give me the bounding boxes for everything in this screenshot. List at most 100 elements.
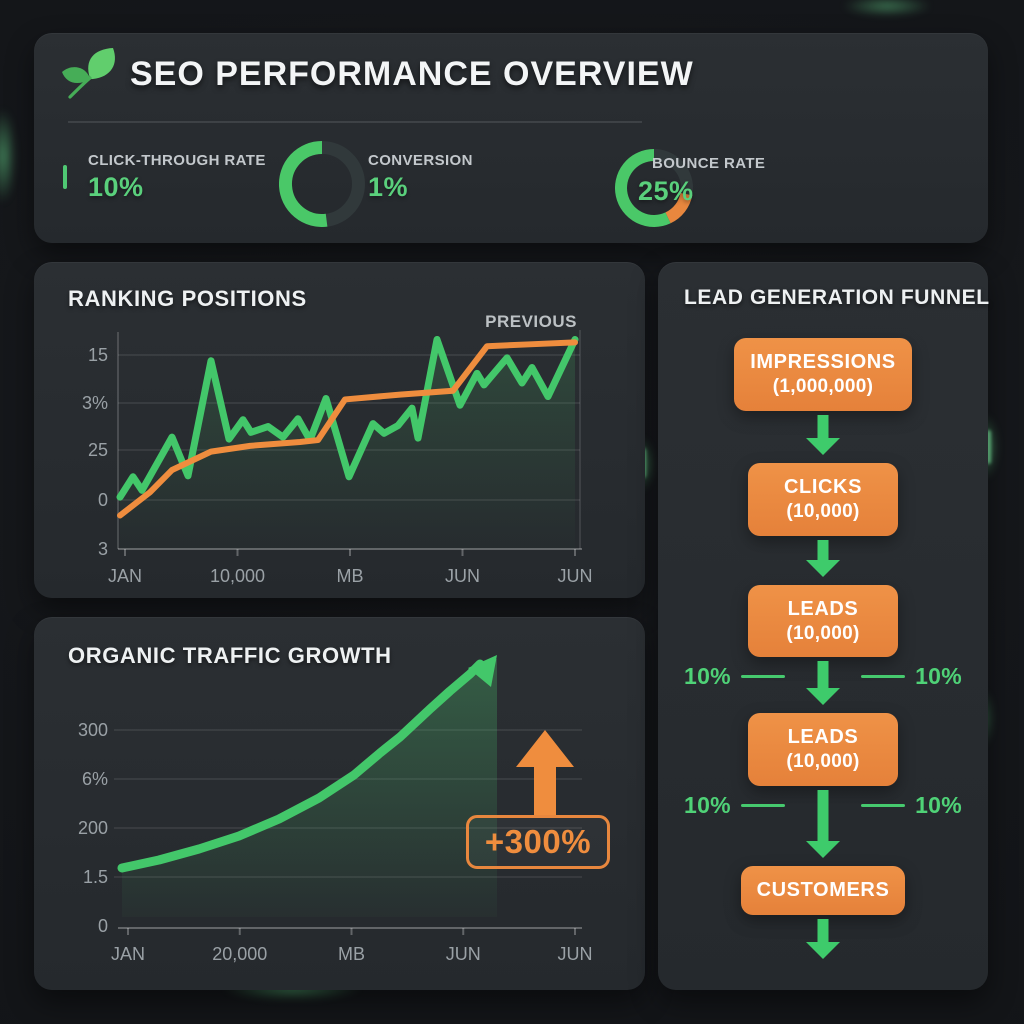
lead-funnel-panel: LEAD GENERATION FUNNEL IMPRESSIONS (1,000…: [658, 262, 990, 990]
down-arrow-shape: [806, 539, 840, 577]
conversion-rate-left: 10%: [684, 663, 785, 690]
down-arrow-icon: [806, 661, 840, 706]
conversion-rate-right: 10%: [861, 663, 962, 690]
conversion-donut-chart: [279, 141, 365, 232]
funnel-stage-label: CLICKS: [783, 475, 863, 498]
funnel-stage-customers: CUSTOMERS: [740, 866, 906, 915]
y-axis-label: 200: [78, 818, 108, 838]
growth-area-fill: [122, 659, 497, 917]
funnel-arrow-row: 10% 10%: [658, 661, 988, 706]
funnel-arrow-row: [658, 539, 988, 577]
panel-title: ORGANIC TRAFFIC GROWTH: [68, 643, 392, 668]
leaf-icon: [56, 45, 124, 118]
rate-dash: [740, 804, 785, 807]
growth-curve-line: [117, 659, 485, 873]
organic-traffic-panel: ORGANIC TRAFFIC GROWTH 300 6% 200 1.5 0 JAN 20…: [34, 617, 645, 990]
funnel-stage-value: (10,000): [786, 622, 860, 644]
y-axis-label: 25: [88, 440, 108, 460]
down-arrow-shape: [806, 790, 840, 858]
header-panel: SEO PERFORMANCE OVERVIEW CLICK-THROUGH R…: [34, 33, 988, 243]
funnel-stage-label: CUSTOMERS: [756, 879, 890, 901]
x-axis-label: JUN: [445, 566, 480, 586]
funnel-stage-clicks: CLICKS (10,000): [748, 462, 898, 536]
y-axis-label: 0: [98, 490, 108, 510]
y-axis-label: 3: [98, 539, 108, 559]
y-axis-label: 6%: [82, 769, 108, 789]
rate-dash: [861, 675, 906, 679]
x-axis-label: JUN: [446, 944, 481, 964]
metric-value: 1%: [368, 172, 409, 202]
metric-label: CLICK-THROUGH RATE: [88, 152, 266, 169]
up-arrow-icon: [516, 730, 574, 821]
funnel-stage-label: LEADS: [787, 726, 859, 749]
x-axis-label: 20,000: [212, 944, 267, 964]
metric-label: CONVERSION: [368, 152, 473, 169]
metric-label: BOUNCE RATE: [652, 155, 766, 172]
metric-value: 25%: [638, 176, 694, 206]
donut-segment: [279, 141, 328, 227]
x-axis-label: MB: [338, 944, 365, 964]
funnel-stage-value: (10,000): [786, 751, 860, 773]
funnel-stage-leads: LEADS (10,000): [748, 584, 898, 658]
conversion-rate-right: 10%: [861, 792, 962, 819]
x-axis-label: JAN: [111, 944, 145, 964]
funnel-title: LEAD GENERATION FUNNEL: [684, 286, 990, 309]
y-axis-label: 15: [88, 345, 108, 365]
funnel-arrow-row: [658, 919, 988, 959]
growth-badge: +300%: [466, 815, 610, 869]
donut-ring: [279, 141, 365, 227]
y-axis-label: 0: [98, 916, 108, 936]
header-divider: [68, 121, 642, 123]
funnel-arrow-row: [658, 414, 988, 455]
funnel-arrow-row: 10% 10%: [658, 790, 988, 858]
down-arrow-shape: [806, 661, 840, 706]
down-arrow-shape: [806, 919, 840, 959]
y-axis-label: 300: [78, 720, 108, 740]
current-line: [116, 335, 579, 501]
glow-accent: [0, 108, 16, 204]
ranking-positions-panel: RANKING POSITIONS PREVIOUS 15 3% 25 0 3 JAN 10…: [34, 262, 645, 598]
growth-arrow-head: [468, 655, 497, 687]
rate-dash: [861, 804, 906, 807]
funnel-stage-value: (10,000): [786, 500, 860, 522]
funnel-stage-impressions: IMPRESSIONS (1,000,000): [734, 338, 912, 411]
ctr-tick-mark: [63, 165, 67, 189]
metric-value: 10%: [88, 172, 144, 202]
bounce-donut-chart: [615, 149, 693, 232]
x-axis-label: 10,000: [210, 566, 265, 586]
conversion-rate-left: 10%: [684, 792, 785, 819]
down-arrow-icon: [806, 919, 840, 959]
rate-value: 10%: [684, 663, 731, 690]
rate-value: 10%: [684, 792, 731, 818]
rate-value: 10%: [915, 663, 962, 690]
funnel-stage-label: IMPRESSIONS: [750, 351, 896, 373]
funnel-flow: IMPRESSIONS (1,000,000) CLICKS (10,000) LEAD…: [658, 330, 988, 959]
legend-previous: PREVIOUS: [485, 312, 577, 331]
funnel-stage-label: LEADS: [787, 597, 859, 620]
x-axis-label: JUN: [558, 944, 593, 964]
down-arrow-icon: [806, 539, 840, 577]
down-arrow-icon: [806, 414, 840, 455]
rate-value: 10%: [915, 792, 962, 818]
down-arrow-icon: [806, 790, 840, 858]
funnel-stage-leads: LEADS (10,000): [748, 713, 898, 786]
donut-segment: [665, 192, 693, 224]
down-arrow-shape: [806, 414, 840, 455]
previous-line: [117, 339, 578, 519]
series-area-fill: [120, 339, 575, 549]
y-axis-label: 1.5: [83, 867, 108, 887]
glow-accent: [842, 0, 932, 16]
page-title: SEO PERFORMANCE OVERVIEW: [130, 55, 694, 93]
panel-title: RANKING POSITIONS: [68, 286, 307, 311]
donut-segment: [615, 149, 671, 227]
donut-ring: [615, 149, 693, 227]
funnel-stage-value: (1,000,000): [772, 376, 874, 397]
x-axis-label: JUN: [558, 566, 593, 586]
y-axis-label: 3%: [82, 393, 108, 413]
x-axis-label: JAN: [108, 566, 142, 586]
rate-dash: [740, 675, 785, 679]
x-axis-label: MB: [337, 566, 364, 586]
